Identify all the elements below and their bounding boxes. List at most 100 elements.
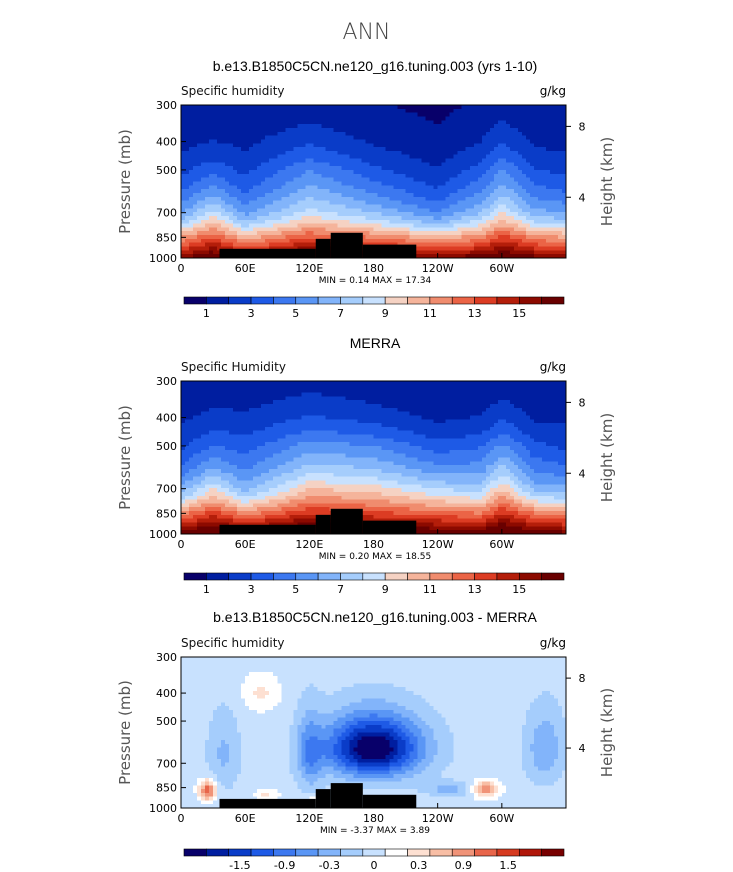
- field-cell: [417, 108, 423, 114]
- field-cell: [421, 112, 427, 118]
- field-cell: [185, 227, 190, 232]
- field-cell: [265, 208, 270, 213]
- field-cell: [537, 185, 543, 190]
- field-cell: [365, 185, 371, 190]
- field-cell: [493, 139, 499, 144]
- field-cell: [505, 162, 511, 167]
- field-cell: [205, 208, 210, 213]
- field-cell: [261, 170, 266, 175]
- field-cell: [437, 392, 443, 397]
- field-cell: [441, 223, 447, 228]
- field-cell: [273, 124, 278, 129]
- field-cell: [213, 185, 218, 190]
- field-cell: [321, 223, 326, 228]
- field-cell: [325, 124, 330, 129]
- field-cell: [229, 388, 234, 394]
- field-cell: [337, 108, 343, 114]
- field-cell: [473, 105, 479, 110]
- field-cell: [225, 147, 230, 152]
- field-cell: [201, 212, 206, 217]
- field-cell: [477, 200, 483, 206]
- field-cell: [441, 235, 447, 240]
- field-cell: [357, 173, 363, 179]
- field-cell: [501, 105, 507, 110]
- field-cell: [309, 403, 314, 409]
- field-cell: [273, 196, 278, 202]
- field-cell: [333, 162, 339, 167]
- field-cell: [461, 411, 467, 417]
- field-cell: [537, 127, 543, 133]
- field-cell: [525, 185, 531, 190]
- field-cell: [485, 200, 491, 206]
- field-cell: [389, 403, 395, 409]
- field-cell: [309, 189, 314, 194]
- field-cell: [241, 238, 246, 244]
- field-cell: [237, 227, 242, 232]
- field-cell: [373, 158, 379, 163]
- field-cell: [237, 396, 242, 401]
- field-cell: [557, 173, 563, 179]
- field-cell: [445, 116, 451, 121]
- field-cell: [245, 166, 250, 171]
- field-cell: [325, 192, 330, 198]
- field-cell: [217, 400, 222, 405]
- field-cell: [321, 124, 326, 129]
- field-cell: [265, 223, 270, 228]
- field-cell: [205, 254, 210, 259]
- field-cell: [493, 112, 499, 118]
- field-cell: [277, 419, 282, 424]
- field-cell: [405, 392, 411, 397]
- field-cell: [193, 147, 198, 152]
- field-cell: [225, 108, 230, 114]
- field-cell: [261, 384, 266, 390]
- field-cell: [465, 396, 471, 401]
- field-cell: [405, 116, 411, 121]
- field-cell: [417, 254, 423, 259]
- field-cell: [217, 415, 222, 420]
- field-cell: [297, 185, 302, 190]
- field-cell: [321, 200, 326, 206]
- field-cell: [205, 166, 210, 171]
- field-cell: [505, 403, 511, 409]
- field-cell: [217, 120, 222, 125]
- field-cell: [221, 189, 226, 194]
- field-cell: [441, 147, 447, 152]
- field-cell: [421, 173, 427, 179]
- field-cell: [317, 200, 322, 206]
- field-cell: [337, 150, 343, 156]
- field-cell: [325, 143, 330, 148]
- field-cell: [477, 120, 483, 125]
- field-cell: [189, 181, 194, 186]
- field-cell: [289, 189, 294, 194]
- field-cell: [533, 250, 539, 255]
- field-cell: [337, 131, 343, 137]
- field-cell: [437, 177, 443, 183]
- field-cell: [285, 147, 290, 152]
- field-cell: [229, 139, 234, 144]
- field-cell: [349, 227, 355, 232]
- field-cell: [377, 381, 383, 386]
- field-cell: [281, 411, 286, 417]
- field-cell: [261, 135, 266, 141]
- field-cell: [549, 407, 555, 413]
- field-cell: [325, 208, 330, 213]
- field-cell: [401, 185, 407, 190]
- field-cell: [441, 250, 447, 255]
- field-cell: [541, 396, 547, 401]
- field-cell: [461, 400, 467, 405]
- field-cell: [209, 181, 214, 186]
- field-cell: [197, 235, 202, 240]
- field-cell: [537, 388, 543, 394]
- field-cell: [309, 242, 314, 248]
- field-cell: [281, 139, 286, 144]
- field-cell: [369, 173, 375, 179]
- field-cell: [493, 231, 499, 236]
- field-cell: [445, 147, 451, 152]
- field-cell: [369, 177, 375, 183]
- field-cell: [241, 415, 246, 420]
- field-cell: [533, 127, 539, 133]
- field-cell: [489, 411, 495, 417]
- field-cell: [453, 185, 459, 190]
- field-cell: [281, 127, 286, 133]
- field-cell: [209, 388, 214, 394]
